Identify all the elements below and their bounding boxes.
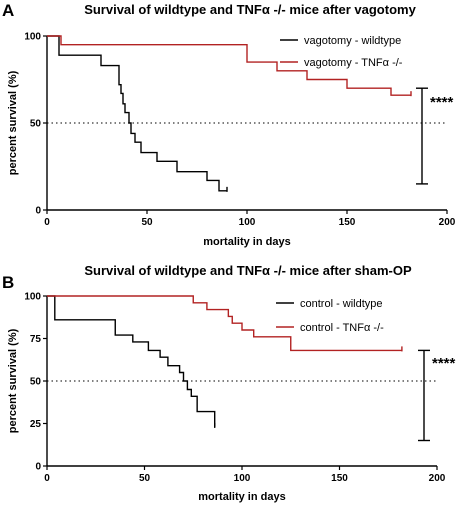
chart-title: Survival of wildtype and TNFα -/- mice a… — [84, 263, 412, 278]
y-tick-label: 100 — [24, 292, 41, 303]
x-axis-label: mortality in days — [203, 236, 290, 248]
x-tick-label: 0 — [44, 217, 50, 228]
y-tick-label: 25 — [30, 419, 42, 430]
x-tick-label: 50 — [141, 217, 153, 228]
significance-label: **** — [430, 94, 454, 111]
legend-label-1: control - TNFα -/- — [300, 322, 384, 334]
series-line-1 — [47, 35, 411, 96]
y-tick-label: 0 — [35, 206, 41, 217]
panel-letter: B — [2, 273, 14, 292]
y-axis-label: percent survival (%) — [7, 70, 19, 175]
x-tick-label: 150 — [331, 473, 348, 484]
panel-letter: A — [2, 1, 14, 20]
series-line-0 — [47, 295, 216, 427]
series-line-1 — [47, 295, 402, 352]
y-tick-label: 50 — [30, 377, 42, 388]
y-tick-label: 0 — [35, 462, 41, 473]
significance-label: **** — [432, 355, 456, 372]
y-tick-label: 100 — [24, 32, 41, 43]
y-axis-label: percent survival (%) — [7, 328, 19, 433]
panel-a: A Survival of wildtype and TNFα -/- mice … — [2, 1, 456, 248]
x-axis-label: mortality in days — [198, 491, 285, 503]
series-line-0 — [47, 35, 227, 192]
legend-label-0: control - wildtype — [300, 298, 383, 310]
y-tick-label: 50 — [30, 119, 42, 130]
y-tick-label: 75 — [30, 334, 42, 345]
x-tick-label: 150 — [339, 217, 356, 228]
legend-label-0: vagotomy - wildtype — [304, 35, 401, 47]
chart-title: Survival of wildtype and TNFα -/- mice a… — [84, 2, 416, 17]
x-tick-label: 100 — [239, 217, 256, 228]
x-tick-label: 200 — [439, 217, 456, 228]
panel-b: B Survival of wildtype and TNFα -/- mice … — [2, 263, 456, 503]
x-tick-label: 50 — [139, 473, 151, 484]
legend-label-1: vagotomy - TNFα -/- — [304, 57, 403, 69]
x-tick-label: 200 — [429, 473, 446, 484]
x-tick-label: 100 — [234, 473, 251, 484]
x-tick-label: 0 — [44, 473, 50, 484]
